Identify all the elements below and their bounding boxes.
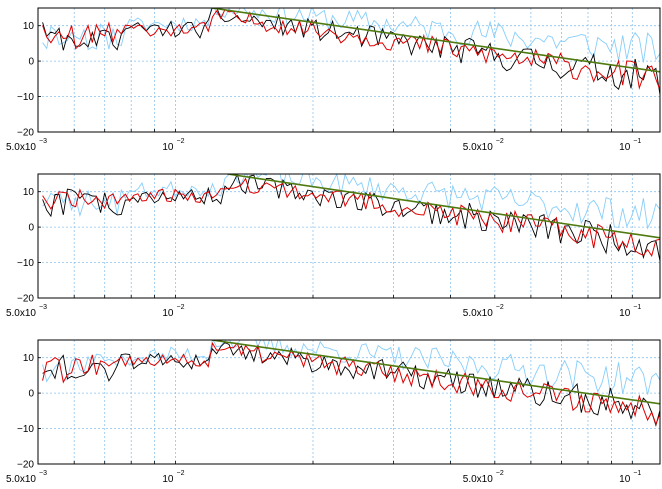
- x-tick-label: 5.0x10: [6, 308, 36, 319]
- x-tick-exponent: −2: [177, 470, 185, 477]
- y-tick-label: −10: [17, 92, 34, 103]
- x-tick-exponent: −2: [177, 138, 185, 145]
- y-tick-label: 0: [28, 57, 34, 68]
- y-tick-label: 10: [23, 187, 35, 198]
- x-tick-label: 10: [162, 308, 174, 319]
- y-tick-label: −20: [17, 460, 34, 471]
- y-tick-label: −10: [17, 258, 34, 269]
- y-tick-label: 0: [28, 223, 34, 234]
- series-line-3: [42, 9, 660, 91]
- trend-line: [211, 8, 660, 73]
- x-tick-exponent: −1: [633, 304, 641, 311]
- trend-line: [211, 340, 660, 405]
- x-tick-exponent: −3: [39, 138, 47, 145]
- x-tick-label: 5.0x10: [463, 308, 493, 319]
- y-tick-label: 0: [28, 389, 34, 400]
- trend-line: [227, 174, 660, 239]
- x-tick-label: 5.0x10: [6, 474, 36, 485]
- series-line-1: [42, 8, 660, 63]
- plot-frame: [37, 339, 661, 465]
- plot-frame: [37, 7, 661, 133]
- x-tick-exponent: −2: [496, 304, 504, 311]
- y-tick-label: 10: [23, 21, 35, 32]
- series-line-2: [42, 174, 660, 262]
- x-tick-label: 10: [619, 474, 631, 485]
- series-line-1: [42, 174, 660, 230]
- x-tick-label: 5.0x10: [463, 142, 493, 153]
- x-tick-label: 5.0x10: [6, 142, 36, 153]
- x-tick-label: 5.0x10: [463, 474, 493, 485]
- series-line-2: [42, 341, 660, 427]
- x-tick-label: 10: [619, 308, 631, 319]
- y-tick-label: −20: [17, 128, 34, 139]
- x-tick-label: 10: [619, 142, 631, 153]
- x-tick-exponent: −2: [496, 470, 504, 477]
- series-line-3: [42, 341, 660, 426]
- x-tick-label: 10: [162, 142, 174, 153]
- plot-frame: [37, 173, 661, 299]
- x-tick-exponent: −2: [177, 304, 185, 311]
- x-tick-exponent: −3: [39, 470, 47, 477]
- x-tick-exponent: −3: [39, 304, 47, 311]
- y-tick-label: 10: [23, 353, 35, 364]
- x-tick-exponent: −2: [496, 138, 504, 145]
- x-tick-exponent: −1: [633, 138, 641, 145]
- y-tick-label: −20: [17, 294, 34, 305]
- y-tick-label: −10: [17, 424, 34, 435]
- x-tick-exponent: −1: [633, 470, 641, 477]
- series-line-3: [42, 177, 660, 257]
- x-tick-label: 10: [162, 474, 174, 485]
